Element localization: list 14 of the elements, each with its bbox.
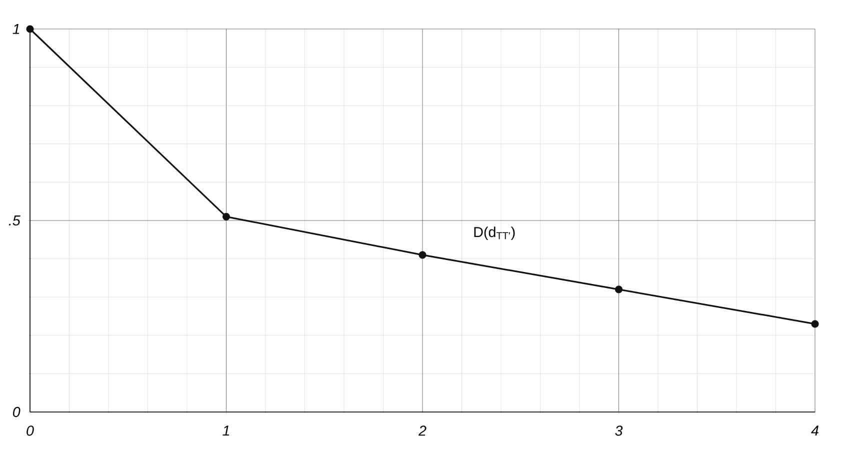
x-tick-label: 3 [615,426,623,436]
point [811,320,819,328]
point [26,25,34,33]
x-tick-label: 2 [418,426,426,436]
point [614,286,623,294]
y-tick-label: 0 [13,406,20,418]
annotation: D(d$_{TT'}$) [474,226,515,240]
x-tick-label: 0 [26,426,34,436]
point [418,251,426,259]
x-tick-label: 1 [222,426,230,436]
x-tick-label: 4 [811,426,818,436]
point [222,212,230,220]
y-tick-label: 1 [12,24,20,34]
y-tick-label: .5 [8,215,20,226]
